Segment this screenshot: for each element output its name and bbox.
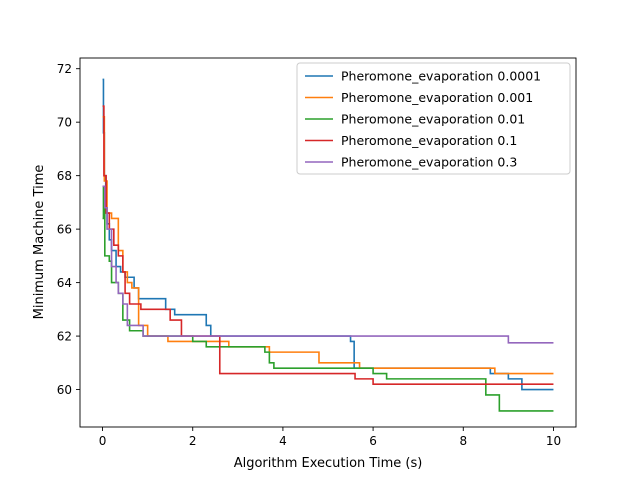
x-tick-label: 4 xyxy=(279,434,287,448)
y-tick-label: 66 xyxy=(57,223,72,237)
axes-frame xyxy=(79,57,577,428)
y-tick-label: 60 xyxy=(57,383,72,397)
y-tick-label: 70 xyxy=(57,116,72,130)
legend-label-4: Pheromone_evaporation 0.3 xyxy=(341,155,517,170)
x-tick-label: 0 xyxy=(99,434,107,448)
legend-label-2: Pheromone_evaporation 0.01 xyxy=(341,112,525,127)
y-tick-label: 62 xyxy=(57,330,72,344)
legend-label-1: Pheromone_evaporation 0.001 xyxy=(341,90,533,105)
x-axis-label: Algorithm Execution Time (s) xyxy=(234,456,423,471)
y-tick-label: 68 xyxy=(57,169,72,183)
x-axis-ticks: 0 2 4 6 8 10 xyxy=(99,427,561,448)
series-lines xyxy=(102,78,554,412)
x-tick-label: 10 xyxy=(546,434,561,448)
y-axis-ticks: 60 62 64 66 68 70 72 xyxy=(57,62,80,397)
legend: Pheromone_evaporation 0.0001 Pheromone_ev… xyxy=(296,62,571,175)
y-tick-label: 72 xyxy=(57,62,72,76)
series-line-2 xyxy=(102,185,554,412)
series-line-3 xyxy=(102,105,554,386)
legend-label-0: Pheromone_evaporation 0.0001 xyxy=(341,69,541,84)
x-tick-label: 6 xyxy=(369,434,377,448)
y-axis-label: Minimum Machine Time xyxy=(32,165,47,320)
legend-box xyxy=(296,62,571,175)
x-tick-label: 2 xyxy=(189,434,197,448)
series-line-4 xyxy=(102,185,554,344)
x-tick-label: 8 xyxy=(459,434,467,448)
y-tick-label: 64 xyxy=(57,276,72,290)
legend-label-3: Pheromone_evaporation 0.1 xyxy=(341,133,517,148)
series-line-1 xyxy=(102,116,554,375)
